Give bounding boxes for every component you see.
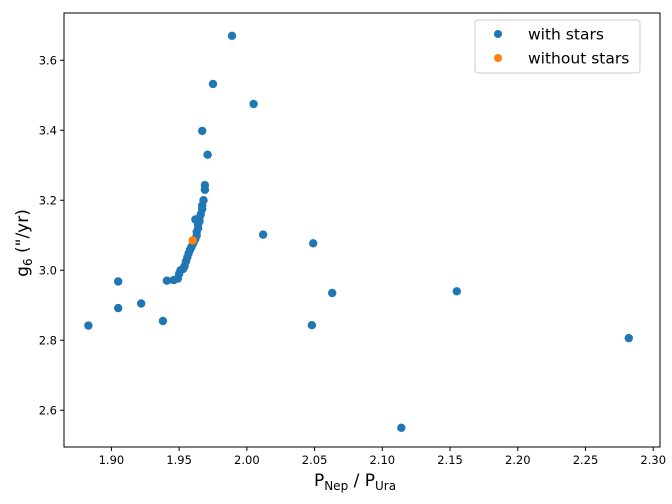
data-point-with-stars-3 (137, 299, 146, 308)
legend-box (474, 19, 641, 74)
legend-label-without-stars: without stars (528, 50, 629, 68)
data-point-with-stars-30 (199, 196, 208, 205)
data-point-with-stars-0 (84, 321, 93, 330)
data-point-with-stars-41 (328, 288, 337, 298)
x-axis-ticks: 1.90 1.95 2.00 2.05 2.10 2.15 2.20 2.25 2.30 (99, 447, 666, 467)
x-tick-label: 1.95 (166, 453, 192, 467)
data-point-with-stars-37 (249, 99, 258, 109)
points-layer (84, 31, 633, 432)
y-tick-label: 2.8 (39, 333, 57, 347)
data-point-with-stars-42 (397, 423, 406, 432)
legend: with stars without stars (474, 19, 641, 74)
x-axis-label: PNep / PUra (314, 471, 396, 493)
legend-marker-without-stars (494, 54, 502, 62)
legend-marker-with-stars (494, 30, 502, 38)
data-point-with-stars-26 (191, 215, 200, 224)
x-tick-label: 1.90 (99, 453, 125, 467)
data-point-with-stars-5 (162, 276, 172, 285)
data-point-with-stars-32 (200, 181, 210, 190)
data-point-with-stars-39 (309, 239, 318, 248)
y-tick-label: 3.0 (39, 263, 57, 277)
data-point-with-stars-34 (198, 126, 207, 136)
y-tick-label: 2.6 (39, 403, 57, 417)
x-tick-label: 2.30 (640, 453, 666, 467)
x-tick-label: 2.25 (573, 453, 599, 467)
plot-frame (63, 12, 661, 448)
x-tick-label: 2.00 (234, 453, 260, 467)
data-point-with-stars-38 (258, 230, 268, 239)
y-tick-label: 3.4 (39, 123, 57, 137)
data-point-with-stars-4 (158, 316, 168, 326)
x-tick-label: 2.20 (505, 453, 531, 467)
data-point-without-stars-0 (188, 236, 197, 245)
data-point-with-stars-44 (624, 333, 633, 343)
x-tick-label: 2.10 (370, 453, 396, 467)
data-point-with-stars-36 (227, 31, 237, 40)
data-point-with-stars-1 (114, 303, 123, 313)
y-axis-label: g6 ("/yr) (13, 209, 35, 277)
x-tick-label: 2.15 (437, 453, 463, 467)
y-tick-label: 3.2 (39, 193, 57, 207)
data-point-with-stars-43 (452, 287, 461, 296)
data-point-with-stars-2 (114, 277, 123, 286)
y-tick-label: 3.6 (39, 53, 57, 67)
data-point-with-stars-40 (307, 321, 317, 330)
data-point-with-stars-33 (203, 150, 212, 159)
y-axis-ticks: 2.6 2.8 3.0 3.2 3.4 3.6 (39, 53, 64, 417)
x-tick-label: 2.05 (302, 453, 328, 467)
legend-label-with-stars: with stars (528, 26, 604, 44)
data-point-with-stars-35 (208, 79, 218, 89)
